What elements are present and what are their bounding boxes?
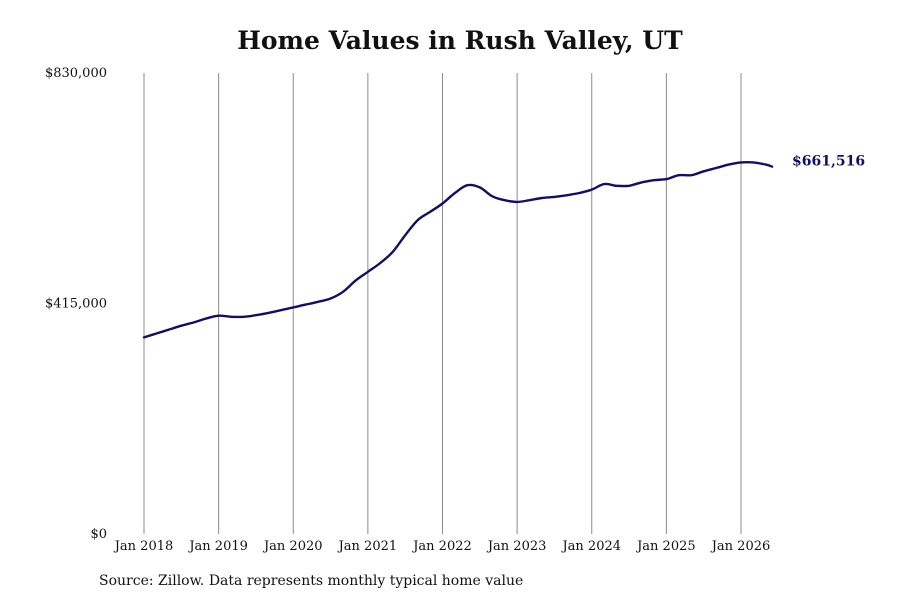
y-tick-label: $830,000 bbox=[45, 66, 107, 81]
end-value-label: $661,516 bbox=[792, 154, 865, 170]
x-axis: Jan 2018 Jan 2019 Jan 2020 Jan 2021 Jan 2022… bbox=[113, 539, 771, 554]
x-tick-label: Jan 2025 bbox=[635, 539, 696, 554]
x-tick-label: Jan 2023 bbox=[486, 539, 547, 554]
y-axis: $0 $415,000 $830,000 bbox=[45, 66, 107, 542]
x-tick-label: Jan 2018 bbox=[113, 539, 174, 554]
x-tick-label: Jan 2020 bbox=[262, 539, 323, 554]
y-tick-label: $0 bbox=[90, 527, 107, 542]
source-note: Source: Zillow. Data represents monthly … bbox=[99, 573, 524, 589]
series-layer bbox=[142, 160, 774, 339]
y-tick-label: $415,000 bbox=[45, 297, 107, 312]
gridlines bbox=[143, 73, 742, 534]
x-tick-label: Jan 2021 bbox=[337, 539, 398, 554]
x-tick-label: Jan 2024 bbox=[560, 539, 621, 554]
x-tick-label: Jan 2019 bbox=[187, 539, 248, 554]
end-label-layer: $661,516 bbox=[792, 154, 865, 170]
x-tick-label: Jan 2026 bbox=[710, 539, 771, 554]
chart-title: Home Values in Rush Valley, UT bbox=[237, 26, 683, 55]
x-tick-label: Jan 2022 bbox=[411, 539, 472, 554]
series-line bbox=[142, 160, 774, 339]
